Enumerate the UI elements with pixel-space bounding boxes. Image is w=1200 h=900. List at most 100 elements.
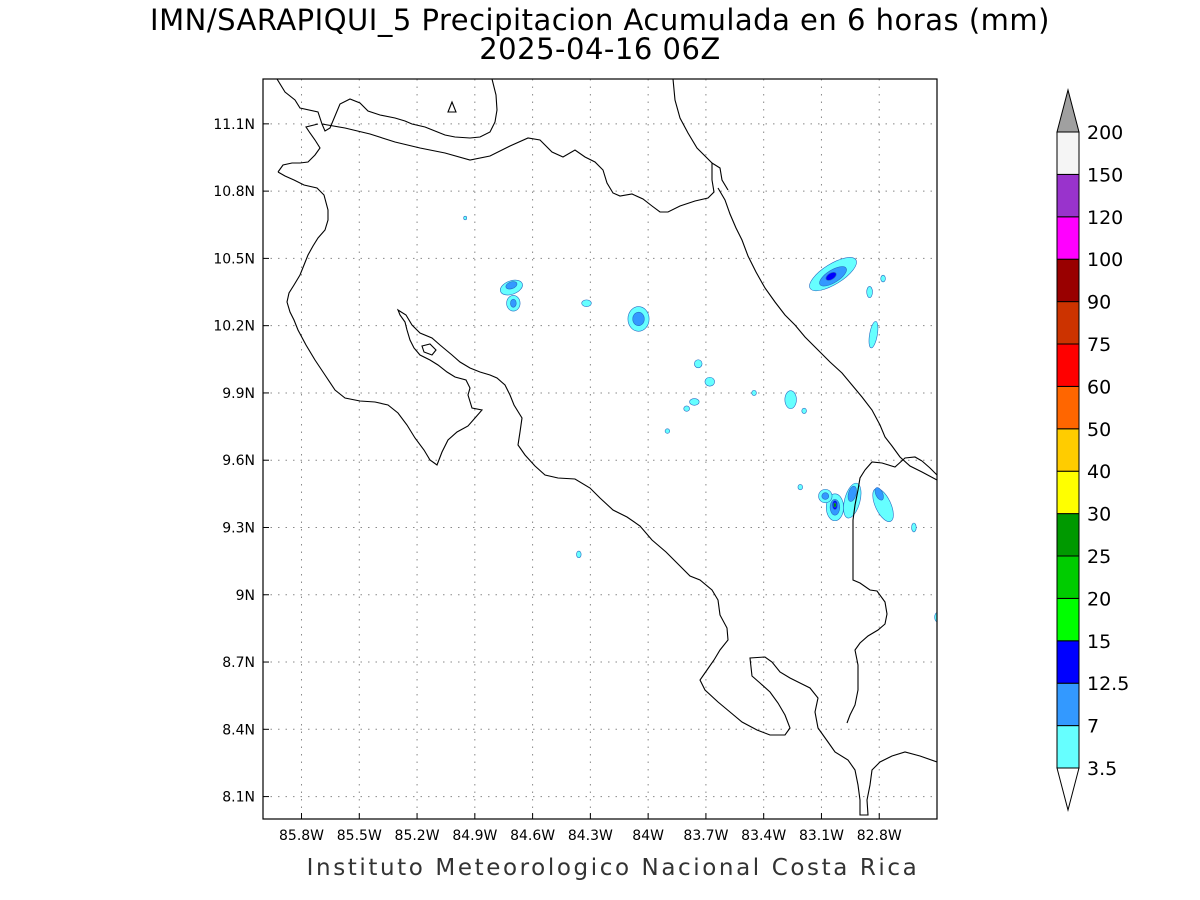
pacific-coast: [277, 123, 937, 816]
caribbean-coast: [717, 187, 937, 481]
precip-cell: [868, 321, 879, 349]
precip-cell: [704, 376, 715, 387]
colorbar-swatch: [1056, 555, 1080, 599]
precip-cell: [880, 274, 886, 283]
northern-border: [321, 123, 729, 213]
colorbar-swatch: [1056, 640, 1080, 684]
plot-frame: [262, 78, 938, 820]
precip-cell: [683, 405, 690, 412]
lon-tick-label: 83.4W: [741, 828, 786, 844]
lat-tick-label: 9.6N: [222, 453, 255, 469]
colorbar-label: 20: [1087, 588, 1111, 610]
lat-tick-label: 9N: [236, 588, 255, 604]
map-timestamp: 2025-04-16 06Z: [479, 32, 721, 66]
precip-cell: [821, 492, 830, 500]
footer-credit: Instituto Meteorologico Nacional Costa R…: [306, 855, 920, 881]
lake-nicaragua-shore: [276, 79, 498, 139]
colorbar-label: 30: [1087, 504, 1111, 526]
colorbar-label: 12.5: [1087, 673, 1129, 695]
precip-cell: [911, 522, 917, 533]
colorbar-swatch: [1056, 597, 1080, 642]
precip-cell: [866, 286, 873, 298]
latitude-tick-labels: 8.1N 8.4N 8.7N 9N 9.3N 9.6N 9.9N 10.2N 10.5N 10.8…: [213, 117, 255, 806]
precip-cell: [847, 485, 857, 502]
lon-tick-label: 83.1W: [799, 828, 844, 844]
lon-tick-label: 84.3W: [568, 828, 613, 844]
lon-tick-label: 85.2W: [395, 828, 440, 844]
precip-cell: [694, 359, 703, 369]
precip-cell: [632, 311, 645, 326]
colorbar-label: 100: [1087, 249, 1123, 271]
colorbar-swatch: [1056, 216, 1080, 260]
panama-border: [846, 456, 923, 724]
lon-tick-label: 85.5W: [337, 828, 382, 844]
lon-tick-label: 84W: [632, 828, 664, 844]
colorbar-label: 50: [1087, 419, 1111, 441]
colorbar-swatch: [1056, 173, 1080, 218]
lon-tick-label: 85.8W: [279, 828, 324, 844]
lat-tick-label: 8.1N: [222, 790, 255, 806]
colorbar-swatch: [1056, 343, 1080, 387]
colorbar-label: 150: [1087, 164, 1123, 186]
colorbar-label: 15: [1087, 631, 1111, 653]
precip-cell: [833, 502, 837, 508]
precip-cell: [751, 389, 757, 396]
precip-cell: [664, 428, 671, 434]
grid-lines: [263, 79, 937, 819]
lon-tick-label: 82.8W: [857, 828, 902, 844]
precip-cell: [505, 281, 518, 290]
colorbar-swatch: [1056, 470, 1080, 515]
precip-cell: [581, 299, 592, 307]
lat-tick-label: 8.7N: [222, 655, 255, 671]
lon-tick-label: 83.7W: [683, 828, 728, 844]
colorbar-under-arrow: [1056, 767, 1080, 812]
colorbar-label: 40: [1087, 461, 1111, 483]
lat-tick-label: 10.2N: [213, 319, 255, 335]
precip-cell: [689, 398, 700, 406]
lat-tick-label: 10.5N: [213, 251, 255, 267]
colorbar-label: 75: [1087, 334, 1111, 356]
lat-tick-label: 10.8N: [213, 184, 255, 200]
colorbar-over-arrow: [1056, 88, 1080, 133]
colorbar-label: 200: [1087, 122, 1123, 144]
colorbar-swatch: [1056, 428, 1080, 472]
map-title: IMN/SARAPIQUI_5 Precipitacion Acumulada …: [150, 3, 1050, 37]
precip-cell: [576, 550, 582, 559]
colorbar-legend: 3.5 7 12.5 15 20 25 30 40 50 60 75 90 100 120 150 200: [1056, 88, 1129, 812]
colorbar-label: 7: [1087, 716, 1099, 738]
longitude-tick-labels: 85.8W 85.5W 85.2W 84.9W 84.6W 84.3W 84W 83.7W 83…: [279, 828, 902, 844]
lat-tick-label: 8.4N: [222, 722, 255, 738]
colorbar-label: 120: [1087, 207, 1123, 229]
precip-cell: [797, 484, 803, 491]
precip-cell: [872, 488, 894, 522]
precipitation-contours: [463, 215, 937, 622]
precip-cell: [825, 271, 837, 281]
precip-cell: [784, 390, 797, 409]
coastline-borders: [276, 79, 937, 816]
precip-cell: [510, 298, 517, 308]
colorbar-swatch: [1056, 725, 1080, 769]
colorbar-label: 3.5: [1087, 758, 1117, 780]
lon-tick-label: 84.6W: [510, 828, 555, 844]
colorbar-label: 90: [1087, 292, 1111, 314]
colorbar-swatch: [1056, 258, 1080, 303]
colorbar-swatch: [1056, 513, 1080, 557]
lake-island: [447, 100, 457, 113]
caribbean-coast-north: [672, 79, 713, 164]
lat-tick-label: 9.9N: [222, 386, 255, 402]
colorbar-label: 25: [1087, 546, 1111, 568]
lat-tick-label: 9.3N: [222, 520, 255, 536]
colorbar-swatch: [1056, 682, 1080, 727]
precip-cell: [874, 487, 884, 501]
bocas-peninsula: [921, 460, 937, 476]
lat-tick-label: 11.1N: [213, 117, 255, 133]
lon-tick-label: 84.9W: [452, 828, 497, 844]
colorbar-swatch: [1056, 301, 1080, 345]
gulf-island: [421, 343, 437, 356]
colorbar-label: 60: [1087, 376, 1111, 398]
precip-cell: [801, 407, 807, 414]
colorbar-swatch: [1056, 131, 1080, 175]
precip-cell: [463, 215, 468, 221]
colorbar-swatch: [1056, 385, 1080, 430]
